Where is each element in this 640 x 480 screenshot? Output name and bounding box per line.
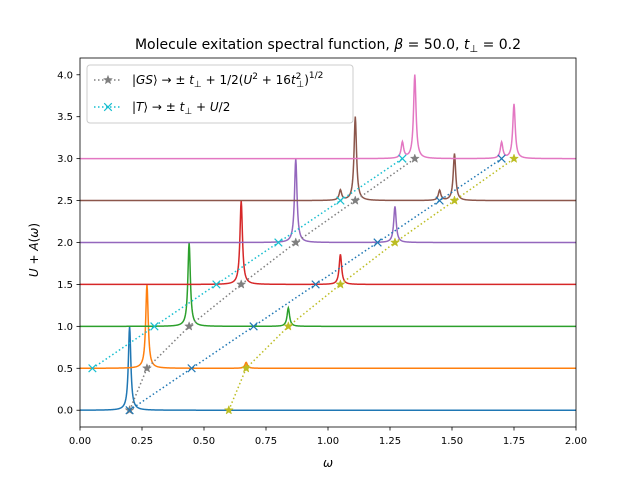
spectrum-line-5	[80, 116, 576, 202]
axes: 0.00 0.25 0.50 0.75 1.00 1.25 1.50 1.75 2.00 0.0 0…	[57, 57, 587, 447]
marker-point-0-5	[350, 195, 361, 205]
marker-point-3-2	[249, 322, 258, 331]
x-tick-label-6: 1.50	[441, 436, 463, 447]
legend-frame	[86, 64, 354, 124]
marker-point-0-3	[236, 279, 247, 289]
marker-point-2-4	[336, 196, 345, 205]
spectrum-line-1	[80, 284, 576, 370]
marker-point-0-6	[409, 153, 420, 163]
marker-point-1-5	[449, 195, 460, 205]
marker-point-1-6	[508, 153, 520, 163]
marker-point-1-1	[241, 362, 252, 373]
legend-entry-t: |T⟩ → ± t⊥ + U/2	[94, 100, 230, 117]
y-tick-label-2: 1.0	[57, 322, 73, 333]
legend-t-x-marker	[103, 102, 113, 112]
legend: |GS⟩ → ± t⊥ + 1/2(U2 + 16t2 ⊥)1/2 |T⟩ → ±…	[86, 64, 354, 124]
marker-point-3-6	[497, 154, 506, 163]
x-tick-label-3: 0.75	[255, 436, 277, 447]
y-tick-label-1: 0.5	[57, 364, 73, 375]
spectrum-line-6	[80, 74, 576, 160]
legend-entry-gs: |GS⟩ → ± t⊥ + 1/2(U2 + 16t2 ⊥)1/2	[94, 71, 323, 90]
marker-point-3-0	[125, 406, 134, 415]
marker-point-0-2	[184, 321, 195, 331]
marker-point-3-3	[311, 280, 320, 289]
y-tick-label-5: 2.5	[57, 196, 73, 207]
marker-point-2-5	[398, 154, 407, 163]
x-tick-label-2: 0.50	[193, 436, 215, 447]
x-tick-label-5: 1.25	[379, 436, 401, 447]
spectrum-line-0	[80, 326, 576, 411]
marker-point-1-4	[389, 237, 401, 247]
spectrum-line-2	[80, 242, 576, 328]
y-tick-label-4: 2.0	[57, 238, 73, 249]
marker-point-1-0	[223, 404, 234, 415]
marker-point-3-1	[187, 364, 196, 373]
plot-area	[80, 74, 576, 415]
marker-point-2-2	[212, 280, 221, 289]
x-tick-label-1: 0.25	[131, 436, 153, 447]
chart-title: Molecule exitation spectral function, β …	[135, 37, 521, 55]
y-tick-label-6: 3.0	[57, 154, 73, 165]
marker-point-0-4	[290, 237, 301, 247]
y-axis-label: U + A(ω)	[27, 223, 41, 277]
x-tick-label-8: 2.00	[565, 436, 587, 447]
legend-t-label: |T⟩ → ± t⊥ + U/2	[132, 100, 230, 117]
x-tick-label-4: 1.00	[317, 436, 339, 447]
x-axis-label: ω	[323, 456, 333, 470]
marker-point-1-2	[283, 321, 294, 331]
y-tick-label-8: 4.0	[57, 70, 73, 81]
y-tick-label-0: 0.0	[57, 406, 73, 417]
legend-gs-label: |GS⟩ → ± t⊥ + 1/2(U2 + 16t2 ⊥)1/2	[132, 71, 323, 90]
spectrum-line-4	[80, 158, 576, 244]
y-tick-label-7: 3.5	[57, 112, 73, 123]
marker-point-3-4	[373, 238, 382, 247]
y-tick-label-3: 1.5	[57, 280, 73, 291]
x-tick-label-7: 1.75	[503, 436, 525, 447]
marker-point-1-3	[335, 279, 346, 289]
spectrum-line-3	[80, 200, 576, 286]
marker-point-2-3	[274, 238, 283, 247]
marker-point-2-1	[150, 322, 159, 331]
x-tick-label-0: 0.00	[69, 436, 91, 447]
legend-gs-star-marker	[102, 74, 114, 85]
marker-series-line-2	[91, 158, 403, 369]
marker-point-2-0	[88, 364, 97, 373]
marker-point-3-5	[435, 196, 444, 205]
marker-point-0-1	[141, 362, 153, 373]
